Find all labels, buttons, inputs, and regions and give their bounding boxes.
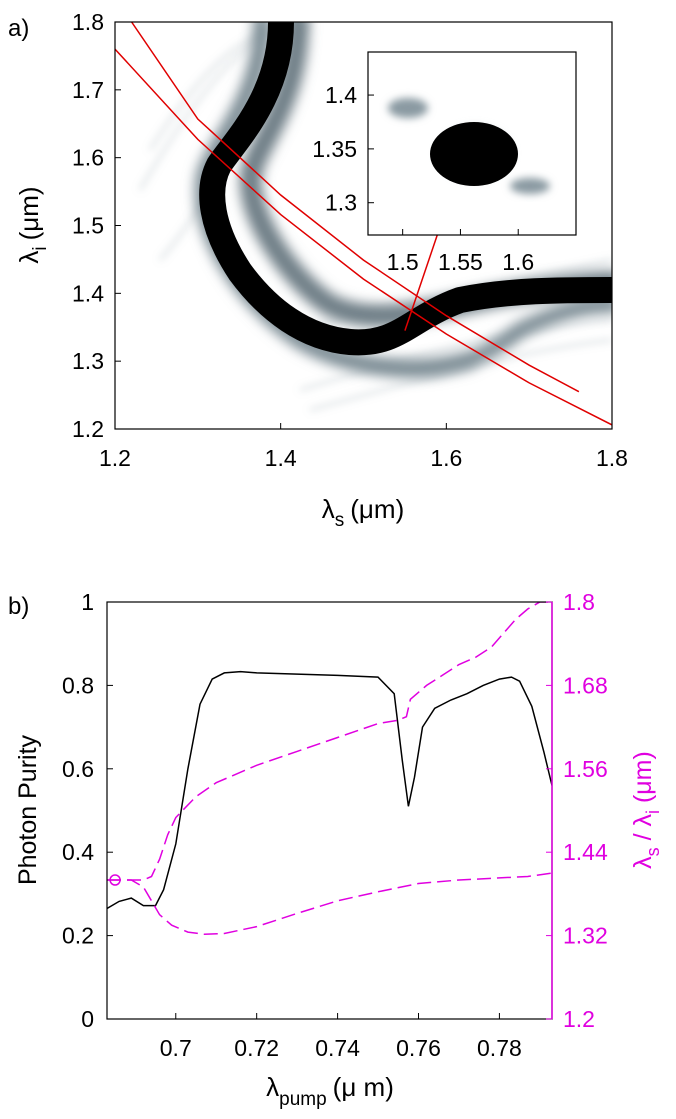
inset-peak [430, 122, 518, 186]
y-tick-label-right-b: 1.68 [563, 672, 608, 698]
energy-conservation-curve [115, 48, 612, 426]
phase-matching-band [199, 22, 612, 356]
x-axis-label-a: λs (μm) [322, 494, 404, 531]
y-axis-label-a: λi(μm) [14, 186, 51, 263]
x-tick-label-a: 1.6 [430, 445, 462, 471]
y-tick-label-b: 0.8 [62, 672, 94, 698]
y-tick-label-a: 1.5 [72, 213, 104, 239]
y-tick-label-b: 0.6 [62, 756, 94, 782]
x-tick-label-b: 0.78 [477, 1035, 522, 1061]
inset: 1.5 1.55 1.6 1.3 1.35 1.4 [312, 51, 577, 275]
x-tick-label-a: 1.2 [99, 445, 131, 471]
inset-y-tick-label: 1.4 [325, 82, 357, 108]
y-tick-label-a: 1.2 [72, 416, 104, 442]
x-tick-label-b: 0.76 [396, 1035, 441, 1061]
y-tick-label-right-b: 1.8 [563, 589, 595, 615]
x-tick-label-a: 1.8 [596, 445, 628, 471]
x-tick-label-a: 1.4 [265, 445, 297, 471]
panel-a-label: a) [8, 15, 29, 42]
y-axis-label-right-b: λs / λi (μm) [629, 751, 663, 869]
x-tick-label-b: 0.7 [160, 1035, 192, 1061]
x-tick-label-b: 0.74 [315, 1035, 360, 1061]
x-axis-label-b: λpump (μ m) [266, 1072, 394, 1110]
inset-y-tick-label: 1.3 [325, 190, 357, 216]
y-tick-label-right-b: 1.32 [563, 923, 608, 949]
inset-x-tick-label: 1.6 [502, 249, 534, 275]
inset-x-tick-label: 1.5 [387, 249, 419, 275]
wavelength-series-line [107, 602, 552, 881]
y-tick-label-right-b: 1.44 [563, 839, 608, 865]
y-tick-label-b: 1 [81, 589, 94, 615]
series-marker [109, 874, 121, 886]
y-tick-label-a: 1.6 [72, 145, 104, 171]
y-tick-label-right-b: 1.56 [563, 756, 608, 782]
y-axis-label-b: Photon Purity [14, 734, 42, 885]
y-tick-label-a: 1.8 [72, 9, 104, 35]
energy-conservation-curve [130, 22, 580, 393]
y-tick-label-a: 1.3 [72, 348, 104, 374]
y-tick-label-right-b: 1.2 [563, 1006, 595, 1032]
y-tick-label-b: 0.2 [62, 923, 94, 949]
y-tick-label-b: 0.4 [62, 839, 94, 865]
panel-b-label: b) [8, 593, 29, 620]
inset-x-tick-label: 1.55 [438, 249, 483, 275]
photon-purity-line [107, 670, 552, 910]
y-tick-label-a: 1.7 [72, 77, 104, 103]
inset-y-tick-label: 1.35 [312, 136, 357, 162]
y-tick-label-a: 1.4 [72, 280, 104, 306]
y-tick-label-b: 0 [81, 1006, 94, 1032]
wavelength-series-line [107, 872, 552, 935]
plot-frame-b [106, 601, 553, 1020]
panel-a: a) 1.2 1.4 1.6 1.8 [8, 9, 628, 531]
panel-b: b) 0.7 0.72 0.74 0.76 0.78 0 0.2 0.4 0.6 0.8 1 1.2 1… [8, 589, 663, 1110]
x-tick-label-b: 0.72 [234, 1035, 279, 1061]
